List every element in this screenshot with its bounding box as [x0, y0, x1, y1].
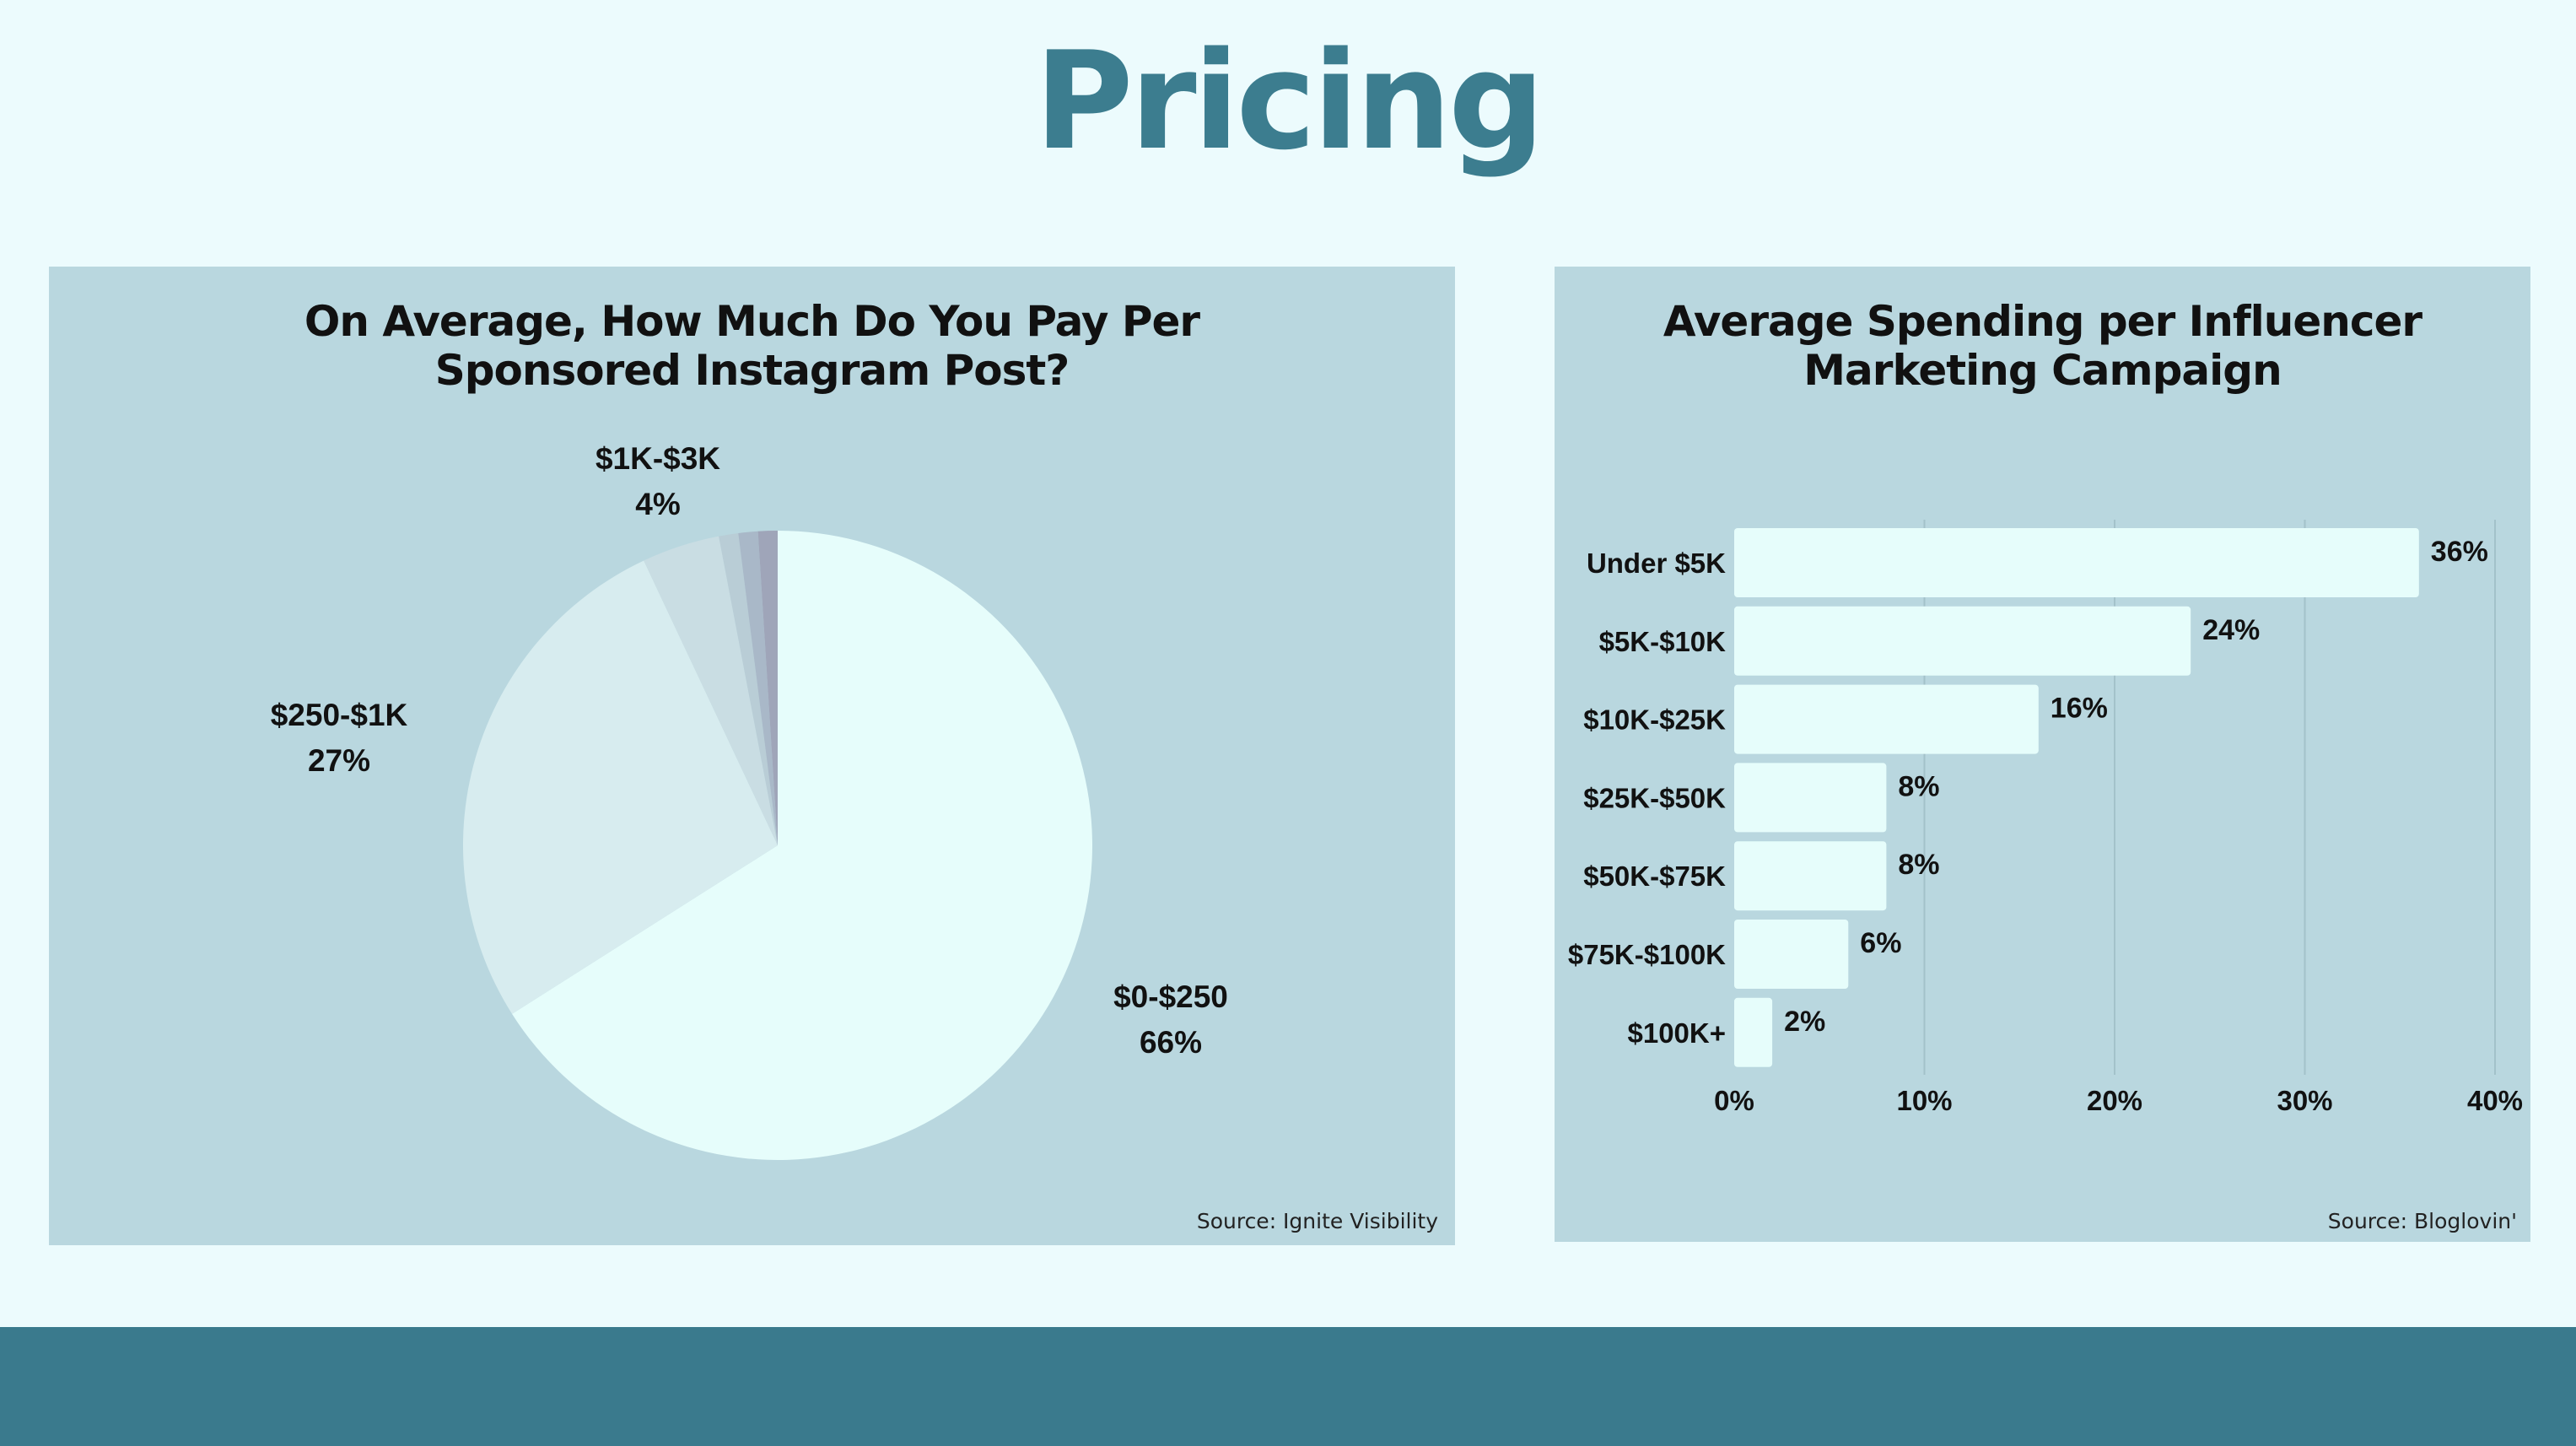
bar-value-label: 8%	[1898, 770, 1939, 802]
bar	[1734, 684, 2039, 754]
category-label: $75K-$100K	[1568, 939, 1726, 970]
x-tick-label: 30%	[2277, 1085, 2332, 1116]
pie-slice	[644, 536, 778, 845]
bar-value-label: 8%	[1898, 849, 1939, 881]
pie-chart: $0-$250 66% $250-$1K 27% $1K-$3K 4%	[271, 441, 1228, 1160]
category-label: Under $5K	[1587, 548, 1726, 579]
x-tick-label: 0%	[1714, 1085, 1754, 1116]
pie-slice-value-label: 66%	[1140, 1025, 1202, 1060]
pie-slice-category-label: $250-$1K	[271, 698, 408, 732]
bar-chart-source: Source: Bloglovin'	[2327, 1209, 2517, 1233]
pie-slice	[719, 532, 778, 845]
bar	[1734, 763, 1887, 833]
x-tick-label: 20%	[2087, 1085, 2142, 1116]
pie-slice-value-label: 27%	[308, 743, 370, 778]
bar	[1734, 841, 1887, 911]
page-title: Pricing	[1034, 22, 1544, 180]
pie-slice	[462, 560, 778, 1014]
bar-value-label: 2%	[1784, 1006, 1825, 1038]
bar-chart: 0% 10% 20% 30% 40% Under $5K 36% $5K-$10K 24% $10…	[1568, 520, 2523, 1116]
pie-chart-title-line-1: On Average, How Much Do You Pay Per	[304, 297, 1200, 346]
bar	[1734, 606, 2191, 676]
bar	[1734, 528, 2419, 597]
bar-value-label: 6%	[1860, 927, 1901, 959]
pie-chart-title: On Average, How Much Do You Pay Per Spon…	[49, 297, 1455, 395]
x-tick-label: 40%	[2467, 1085, 2523, 1116]
category-label: $50K-$75K	[1583, 861, 1726, 892]
pie-slice	[757, 531, 778, 845]
pie-chart-title-line-2: Sponsored Instagram Post?	[434, 346, 1070, 395]
bar-value-label: 16%	[2051, 693, 2108, 725]
pie-slice-category-label: $0-$250	[1113, 979, 1228, 1014]
pie-slice	[512, 531, 1092, 1160]
bar-chart-title-line-1: Average Spending per Influencer	[1663, 297, 2422, 346]
bar-chart-title: Average Spending per Influencer Marketin…	[1555, 297, 2530, 395]
footer-bar	[0, 1327, 2576, 1446]
pie-slice-value-label: 4%	[635, 487, 680, 521]
pie-chart-source: Source: Ignite Visibility	[1196, 1209, 1438, 1233]
bar-value-label: 24%	[2202, 614, 2260, 646]
bar-chart-panel: Average Spending per Influencer Marketin…	[1555, 267, 2530, 1242]
category-label: $100K+	[1627, 1017, 1726, 1049]
bar	[1734, 920, 1849, 989]
category-label: $5K-$10K	[1599, 626, 1727, 657]
pie-slice	[738, 531, 778, 845]
category-label: $25K-$50K	[1583, 782, 1726, 813]
bar-value-label: 36%	[2431, 536, 2488, 568]
pie-chart-panel: On Average, How Much Do You Pay Per Spon…	[49, 267, 1455, 1245]
bar	[1734, 997, 1773, 1067]
x-tick-label: 10%	[1896, 1085, 1952, 1116]
bar-chart-title-line-2: Marketing Campaign	[1803, 346, 2282, 395]
category-label: $10K-$25K	[1583, 704, 1726, 736]
pie-slice-category-label: $1K-$3K	[595, 441, 720, 476]
